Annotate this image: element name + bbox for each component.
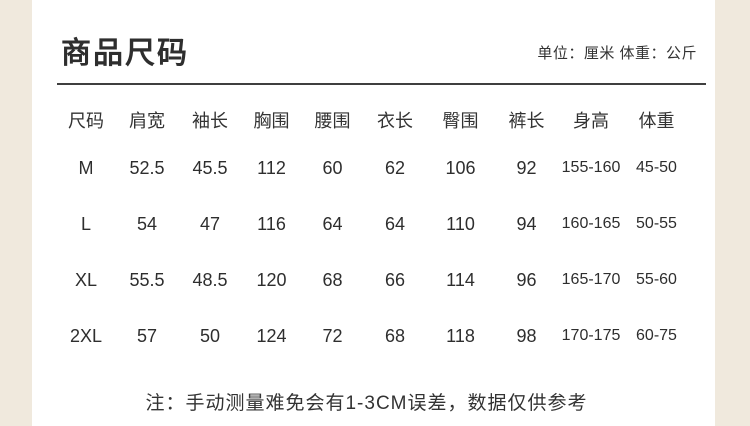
table-cell: 55-60: [636, 271, 677, 288]
size-label-cell: L: [80, 213, 91, 234]
page-title: 商品尺码: [61, 37, 189, 70]
table-cell: 124: [256, 325, 287, 346]
table-row: 2XL 57 50 124 72 68 118 98 170-175 60-75: [57, 308, 690, 364]
table-cell: 165-170: [561, 271, 621, 288]
table-row: XL 55.5 48.5 120 68 66 114 96 165-170 55-60: [57, 252, 690, 308]
size-label-cell: 2XL: [69, 325, 103, 346]
table-cell: 114: [446, 269, 475, 290]
table-cell: 47: [199, 213, 221, 234]
table-cell: 68: [322, 269, 343, 290]
table-cell: 92: [516, 157, 537, 178]
size-chart-card: 商品尺码 单位：厘米 体重：公斤 尺码 肩宽 袖长 胸围 腰围 衣长 臀围 裤长 身高 体重 M 5…: [32, 0, 715, 426]
table-cell: 52.5: [129, 157, 165, 178]
column-header: 袖长: [192, 111, 228, 131]
table-cell: 170-175: [561, 327, 621, 344]
table-cell: 62: [384, 157, 406, 178]
table-cell: 120: [256, 269, 287, 290]
measurement-note: 注：手动测量难免会有1-3CM误差，数据仅供参考: [145, 393, 588, 414]
table-cell: 45.5: [192, 157, 228, 178]
size-label-cell: M: [78, 157, 94, 178]
table-cell: 106: [445, 157, 476, 178]
size-table-header: 尺码 肩宽 袖长 胸围 腰围 衣长 臀围 裤长 身高 体重: [57, 100, 690, 140]
table-cell: 96: [516, 269, 537, 290]
table-cell: 55.5: [129, 269, 165, 290]
table-cell: 60: [322, 157, 343, 178]
table-cell: 68: [384, 325, 406, 346]
table-cell: 66: [384, 269, 406, 290]
table-cell: 64: [322, 213, 343, 234]
table-cell: 60-75: [636, 327, 677, 344]
table-row: M 52.5 45.5 112 60 62 106 92 155-160 45-50: [57, 140, 690, 196]
column-header: 肩宽: [129, 111, 165, 131]
column-header: 尺码: [68, 111, 104, 131]
table-cell: 54: [136, 213, 158, 234]
size-table-body: M 52.5 45.5 112 60 62 106 92 155-160 45-50 L 54 47 11…: [57, 140, 690, 364]
table-cell: 112: [257, 157, 286, 178]
column-header: 胸围: [253, 111, 290, 131]
size-table: 尺码 肩宽 袖长 胸围 腰围 衣长 臀围 裤长 身高 体重 M 52.5 45.5 112 60 62 106…: [57, 100, 690, 364]
column-header: 腰围: [314, 111, 351, 131]
table-cell: 118: [446, 325, 475, 346]
column-header: 体重: [638, 111, 675, 131]
table-cell: 155-160: [561, 159, 621, 176]
column-header: 臀围: [442, 111, 479, 131]
table-cell: 45-50: [636, 159, 677, 176]
table-cell: 110: [446, 213, 475, 234]
table-cell: 50: [199, 325, 221, 346]
column-header: 裤长: [508, 111, 545, 131]
table-cell: 98: [516, 325, 537, 346]
table-row: L 54 47 116 64 64 110 94 160-165 50-55: [57, 196, 690, 252]
table-cell: 72: [322, 325, 343, 346]
size-label-cell: XL: [74, 269, 98, 290]
table-cell: 64: [384, 213, 406, 234]
table-cell: 57: [136, 325, 158, 346]
table-cell: 50-55: [636, 215, 677, 232]
table-cell: 94: [516, 213, 537, 234]
table-cell: 48.5: [192, 269, 228, 290]
column-header: 衣长: [377, 111, 413, 131]
unit-note: 单位：厘米 体重：公斤: [537, 45, 697, 62]
divider: [57, 83, 706, 85]
table-cell: 160-165: [561, 215, 621, 232]
column-header: 身高: [573, 111, 609, 131]
table-cell: 116: [257, 213, 286, 234]
